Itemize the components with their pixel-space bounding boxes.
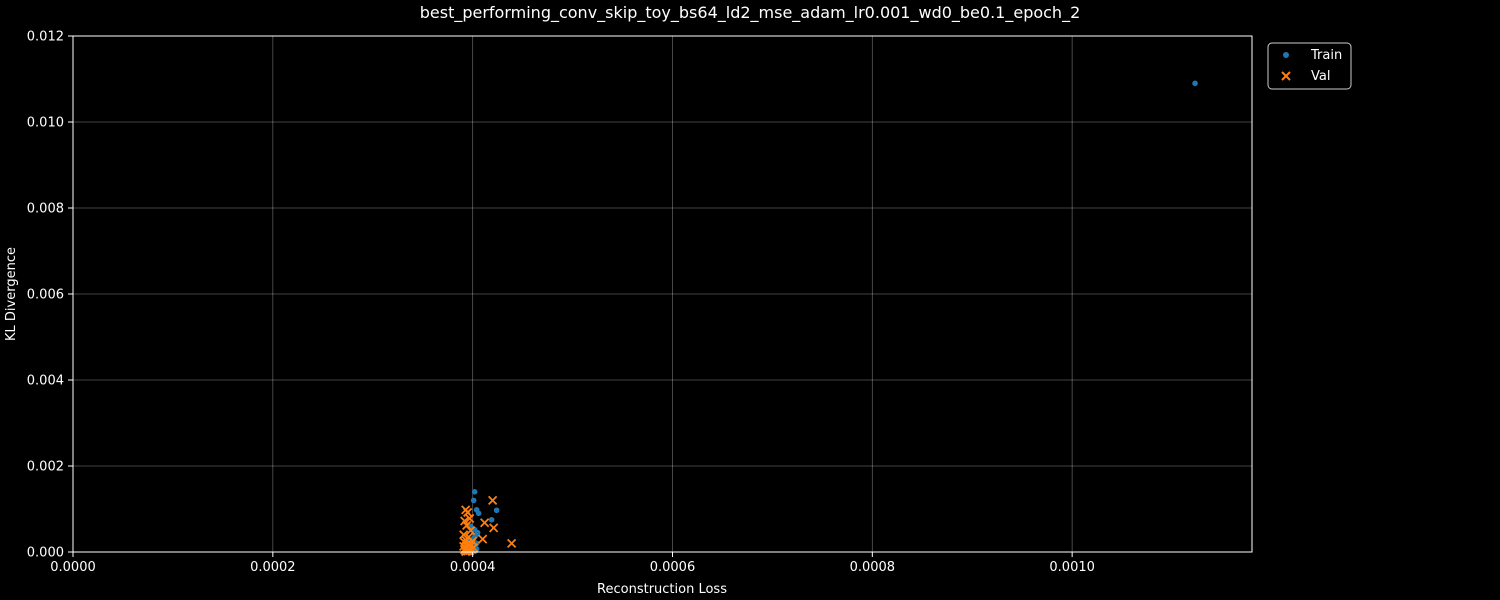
val-point <box>480 518 490 528</box>
train-point <box>1192 80 1198 87</box>
val-point <box>466 525 476 536</box>
y-tick-label: 0.008 <box>27 202 64 217</box>
y-tick-label: 0.010 <box>27 116 64 131</box>
y-tick-label: 0.006 <box>27 288 64 303</box>
val-point <box>506 538 517 549</box>
legend-val-marker <box>1281 71 1291 81</box>
val-point <box>478 534 488 544</box>
y-axis-label: KL Divergence <box>4 247 19 341</box>
train-point <box>488 516 495 523</box>
legend-train-label: Train <box>1310 48 1342 63</box>
x-tick-label: 0.0002 <box>250 560 296 575</box>
legend-train-marker <box>1283 52 1289 58</box>
val-point <box>463 507 473 518</box>
val-point <box>459 530 469 540</box>
y-tick-label: 0.000 <box>27 546 64 561</box>
y-tick-label: 0.002 <box>27 460 64 475</box>
val-point <box>465 513 475 524</box>
val-point <box>463 546 473 556</box>
y-tick-label: 0.012 <box>27 30 64 45</box>
x-tick-label: 0.0006 <box>650 560 696 575</box>
x-tick-label: 0.0010 <box>1049 560 1095 575</box>
x-tick-label: 0.0004 <box>450 560 496 575</box>
x-axis-ticks: 0.0000 0.0002 0.0004 0.0006 0.0008 0.0010 <box>50 552 1095 575</box>
x-axis-label: Reconstruction Loss <box>597 582 727 597</box>
train-point <box>493 507 500 514</box>
chart-title: best_performing_conv_skip_toy_bs64_ld2_m… <box>420 3 1081 23</box>
val-point <box>489 523 499 533</box>
y-tick-label: 0.004 <box>27 374 64 389</box>
x-tick-label: 0.0008 <box>850 560 896 575</box>
x-tick-label: 0.0000 <box>50 560 96 575</box>
y-axis-ticks: 0.000 0.002 0.004 0.006 0.008 0.010 0.012 <box>27 30 73 561</box>
legend-val-label: Val <box>1311 69 1330 84</box>
legend: Train Val <box>1267 42 1352 90</box>
train-point <box>475 510 482 517</box>
train-point <box>471 489 478 495</box>
train-point <box>470 497 477 504</box>
val-point <box>488 495 498 506</box>
